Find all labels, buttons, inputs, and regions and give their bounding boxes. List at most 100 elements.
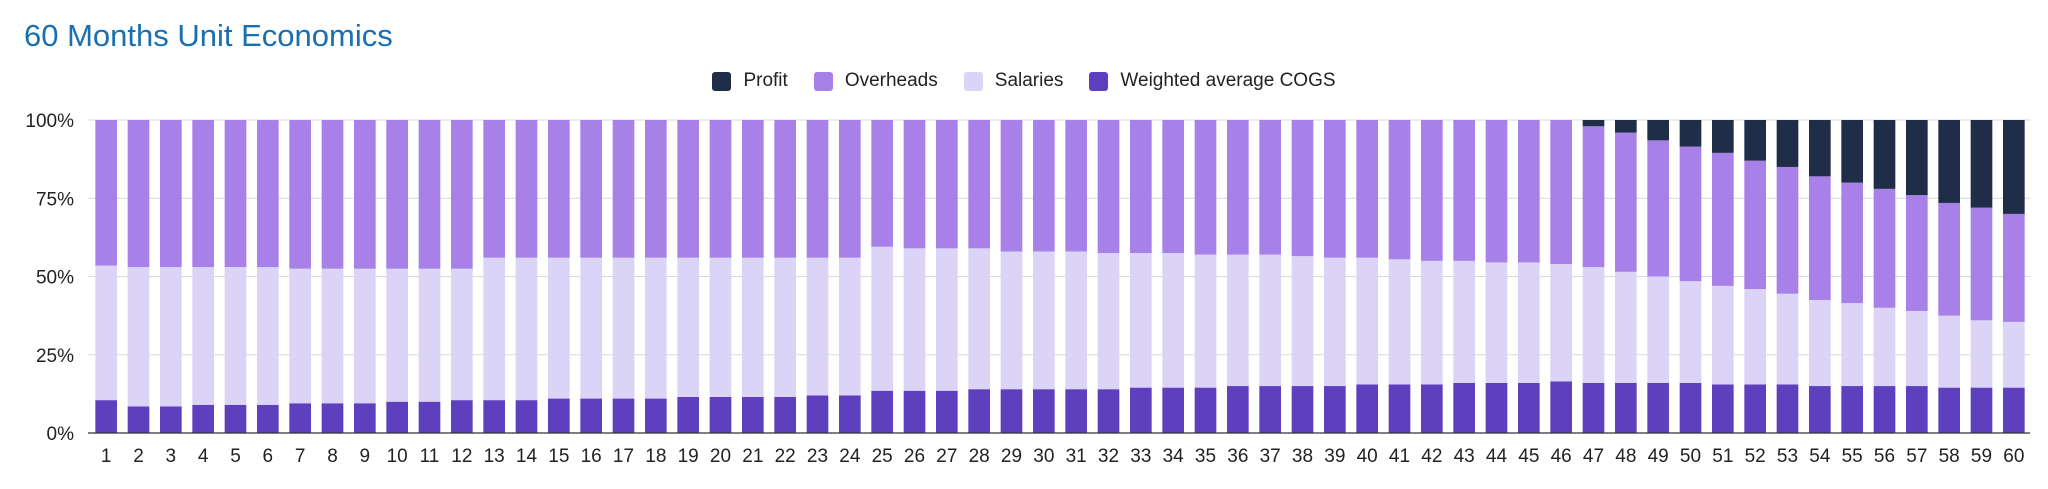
bar-segment-weighted-average-cogs[interactable] bbox=[968, 389, 990, 433]
bar-segment-salaries[interactable] bbox=[2003, 321, 2025, 388]
bar-segment-overheads[interactable] bbox=[1000, 120, 1023, 252]
bar-segment-overheads[interactable] bbox=[1615, 132, 1637, 272]
bar-segment-weighted-average-cogs[interactable] bbox=[548, 398, 570, 433]
bar-segment-overheads[interactable] bbox=[1356, 120, 1378, 258]
bar-segment-weighted-average-cogs[interactable] bbox=[1453, 382, 1475, 433]
bar-segment-salaries[interactable] bbox=[160, 267, 182, 407]
bar-segment-salaries[interactable] bbox=[1938, 315, 1960, 388]
bar-segment-overheads[interactable] bbox=[1582, 126, 1605, 268]
bar-segment-weighted-average-cogs[interactable] bbox=[1970, 387, 1993, 433]
bar-segment-salaries[interactable] bbox=[1744, 289, 1766, 385]
bar-segment-weighted-average-cogs[interactable] bbox=[936, 390, 958, 433]
bar-segment-overheads[interactable] bbox=[192, 120, 214, 268]
bar-segment-overheads[interactable] bbox=[2003, 213, 2025, 322]
bar-segment-salaries[interactable] bbox=[1291, 256, 1314, 387]
bar-segment-profit[interactable] bbox=[1776, 120, 1799, 167]
bar-segment-salaries[interactable] bbox=[289, 268, 311, 404]
bar-segment-salaries[interactable] bbox=[1841, 303, 1863, 387]
bar-segment-overheads[interactable] bbox=[1227, 120, 1249, 255]
bar-segment-overheads[interactable] bbox=[871, 120, 893, 247]
bar-segment-weighted-average-cogs[interactable] bbox=[774, 397, 796, 433]
bar-segment-overheads[interactable] bbox=[903, 120, 926, 249]
bar-segment-weighted-average-cogs[interactable] bbox=[1033, 389, 1055, 433]
bar-segment-weighted-average-cogs[interactable] bbox=[1324, 386, 1346, 433]
bar-segment-weighted-average-cogs[interactable] bbox=[709, 397, 732, 433]
bar-segment-weighted-average-cogs[interactable] bbox=[1550, 381, 1572, 433]
bar-segment-salaries[interactable] bbox=[386, 268, 408, 402]
bar-segment-weighted-average-cogs[interactable] bbox=[1582, 382, 1605, 433]
bar-segment-weighted-average-cogs[interactable] bbox=[903, 390, 926, 433]
bar-segment-overheads[interactable] bbox=[257, 120, 279, 268]
bar-segment-weighted-average-cogs[interactable] bbox=[1776, 384, 1799, 433]
bar-segment-overheads[interactable] bbox=[806, 120, 829, 258]
bar-segment-salaries[interactable] bbox=[968, 248, 990, 390]
bar-segment-profit[interactable] bbox=[1679, 120, 1702, 147]
bar-segment-overheads[interactable] bbox=[677, 120, 699, 258]
bar-segment-salaries[interactable] bbox=[1388, 259, 1411, 385]
bar-segment-profit[interactable] bbox=[1744, 120, 1766, 161]
bar-segment-overheads[interactable] bbox=[1324, 120, 1346, 258]
bar-segment-salaries[interactable] bbox=[806, 257, 829, 396]
bar-segment-salaries[interactable] bbox=[936, 248, 958, 391]
bar-segment-overheads[interactable] bbox=[127, 120, 150, 268]
bar-segment-overheads[interactable] bbox=[1130, 120, 1152, 254]
bar-segment-weighted-average-cogs[interactable] bbox=[1356, 384, 1378, 433]
bar-segment-overheads[interactable] bbox=[1550, 120, 1572, 264]
bar-segment-weighted-average-cogs[interactable] bbox=[612, 398, 635, 433]
bar-segment-overheads[interactable] bbox=[1970, 207, 1993, 321]
bar-segment-overheads[interactable] bbox=[1162, 120, 1184, 254]
bar-segment-salaries[interactable] bbox=[1033, 251, 1055, 390]
bar-segment-weighted-average-cogs[interactable] bbox=[1744, 384, 1766, 433]
bar-segment-salaries[interactable] bbox=[612, 257, 635, 399]
bar-segment-salaries[interactable] bbox=[1194, 254, 1217, 388]
bar-segment-weighted-average-cogs[interactable] bbox=[1000, 389, 1023, 433]
bar-segment-weighted-average-cogs[interactable] bbox=[127, 406, 150, 433]
bar-segment-overheads[interactable] bbox=[354, 120, 376, 269]
bar-segment-profit[interactable] bbox=[1906, 120, 1928, 196]
bar-segment-salaries[interactable] bbox=[1970, 320, 1993, 388]
bar-segment-weighted-average-cogs[interactable] bbox=[1906, 386, 1928, 433]
bar-segment-weighted-average-cogs[interactable] bbox=[2003, 387, 2025, 433]
bar-segment-overheads[interactable] bbox=[839, 120, 861, 258]
bar-segment-overheads[interactable] bbox=[1097, 120, 1120, 254]
bar-segment-salaries[interactable] bbox=[1712, 285, 1734, 385]
bar-segment-overheads[interactable] bbox=[645, 120, 667, 258]
bar-segment-overheads[interactable] bbox=[1453, 120, 1475, 261]
bar-segment-weighted-average-cogs[interactable] bbox=[386, 401, 408, 433]
bar-segment-weighted-average-cogs[interactable] bbox=[1485, 382, 1508, 433]
bar-segment-weighted-average-cogs[interactable] bbox=[1291, 386, 1314, 433]
bar-segment-overheads[interactable] bbox=[1485, 120, 1508, 263]
bar-segment-profit[interactable] bbox=[1582, 120, 1605, 127]
bar-segment-salaries[interactable] bbox=[1065, 251, 1087, 390]
bar-segment-overheads[interactable] bbox=[1388, 120, 1411, 260]
bar-segment-salaries[interactable] bbox=[1097, 253, 1120, 390]
bar-segment-weighted-average-cogs[interactable] bbox=[1841, 386, 1863, 433]
bar-segment-overheads[interactable] bbox=[1744, 160, 1766, 290]
bar-segment-overheads[interactable] bbox=[160, 120, 182, 268]
bar-segment-profit[interactable] bbox=[1647, 120, 1669, 141]
bar-segment-weighted-average-cogs[interactable] bbox=[1809, 386, 1831, 433]
bar-segment-salaries[interactable] bbox=[580, 257, 602, 399]
bar-segment-overheads[interactable] bbox=[515, 120, 538, 258]
bar-segment-salaries[interactable] bbox=[839, 257, 861, 396]
bar-segment-salaries[interactable] bbox=[1227, 254, 1249, 387]
bar-segment-overheads[interactable] bbox=[321, 120, 344, 269]
bar-segment-weighted-average-cogs[interactable] bbox=[1615, 382, 1637, 433]
bar-segment-weighted-average-cogs[interactable] bbox=[1388, 384, 1411, 433]
bar-segment-weighted-average-cogs[interactable] bbox=[580, 398, 602, 433]
bar-segment-salaries[interactable] bbox=[192, 267, 214, 405]
bar-segment-weighted-average-cogs[interactable] bbox=[1712, 384, 1734, 433]
bar-segment-overheads[interactable] bbox=[386, 120, 408, 269]
bar-segment-weighted-average-cogs[interactable] bbox=[321, 403, 344, 433]
bar-segment-salaries[interactable] bbox=[1679, 281, 1702, 383]
bar-segment-salaries[interactable] bbox=[95, 265, 117, 401]
bar-segment-weighted-average-cogs[interactable] bbox=[806, 395, 829, 433]
bar-segment-overheads[interactable] bbox=[1421, 120, 1443, 261]
bar-segment-salaries[interactable] bbox=[548, 257, 570, 399]
bar-segment-salaries[interactable] bbox=[903, 248, 926, 391]
bar-segment-weighted-average-cogs[interactable] bbox=[354, 403, 376, 433]
bar-segment-overheads[interactable] bbox=[1194, 120, 1217, 255]
bar-segment-overheads[interactable] bbox=[289, 120, 311, 269]
bar-segment-overheads[interactable] bbox=[1776, 166, 1799, 294]
bar-segment-salaries[interactable] bbox=[871, 246, 893, 391]
